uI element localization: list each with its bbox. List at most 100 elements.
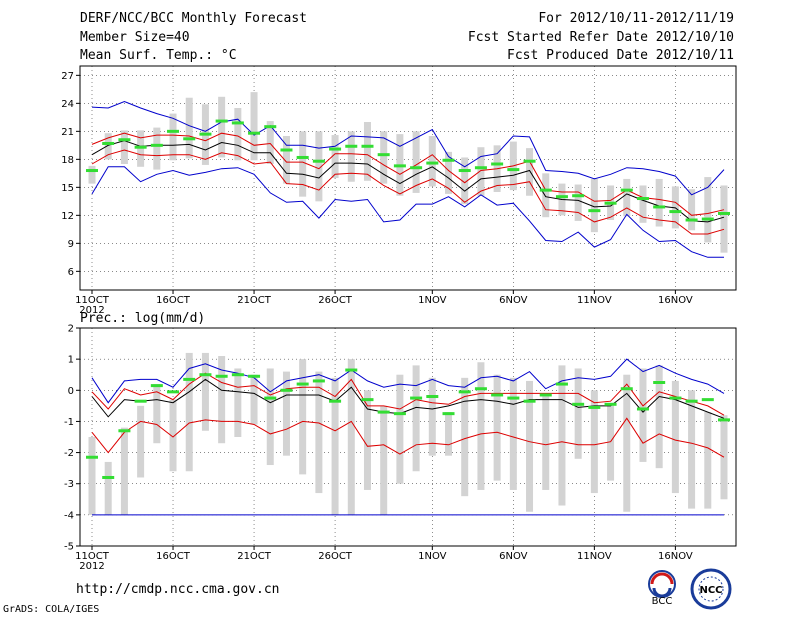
median-marker [86, 169, 98, 173]
median-marker [458, 390, 471, 394]
ensemble-box [493, 374, 501, 481]
x-tick-label: 26OCT [318, 295, 353, 306]
x-tick-label: 11OCT [75, 295, 110, 306]
ncc-logo: NCC [690, 568, 732, 610]
median-marker [604, 201, 617, 205]
median-marker [474, 166, 487, 170]
x-tick-label: 1NOV [418, 551, 447, 562]
median-marker [539, 393, 552, 397]
median-marker [118, 138, 131, 142]
ensemble-box [234, 108, 242, 161]
x-tick-label: 21OCT [237, 551, 272, 562]
ensemble-box [412, 131, 420, 193]
ensemble-box [704, 177, 712, 243]
median-marker [636, 407, 649, 411]
ensemble-box [461, 377, 469, 497]
median-marker [539, 188, 552, 192]
median-marker [231, 373, 244, 377]
median-marker [507, 168, 520, 172]
panel-title: Prec.: log(mm/d) [80, 311, 205, 326]
median-marker [458, 169, 471, 173]
ensemble-box [380, 131, 388, 184]
median-marker [280, 388, 293, 392]
ensemble-box [590, 178, 598, 233]
series-line-max [91, 100, 725, 196]
median-marker [215, 374, 228, 378]
median-marker [167, 129, 180, 133]
median-marker [588, 209, 601, 213]
y-tick-label: 9 [68, 239, 74, 250]
median-marker [361, 144, 374, 148]
x-tick-year: 2012 [79, 561, 104, 572]
median-marker [653, 381, 666, 384]
y-tick-label: 12 [61, 211, 74, 222]
median-marker [491, 393, 504, 397]
median-marker [248, 374, 261, 378]
ensemble-box [169, 113, 177, 161]
median-marker [312, 379, 325, 383]
series-line-sd_lower [91, 149, 725, 235]
median-marker [167, 390, 180, 394]
ensemble-box [542, 396, 550, 490]
y-tick-label: 2 [68, 324, 74, 335]
median-marker [377, 153, 390, 157]
median-marker [231, 121, 244, 125]
x-tick-year: 2012 [79, 305, 104, 316]
y-tick-label: 24 [61, 99, 74, 110]
fcst-started-date: Fcst Started Refer Date 2012/10/10 [467, 30, 734, 45]
median-marker [199, 132, 212, 136]
ensemble-box [201, 352, 209, 431]
median-marker [426, 161, 439, 165]
y-tick-label: 0 [68, 386, 74, 397]
ensemble-box [88, 165, 96, 184]
ensemble-box [347, 359, 355, 515]
y-tick-label: 18 [61, 155, 74, 166]
series-line-sd_upper [91, 372, 725, 416]
ensemble-box [623, 178, 631, 217]
median-marker [669, 396, 682, 400]
median-marker [701, 217, 714, 221]
ensemble-box [428, 377, 436, 456]
y-tick-label: -3 [64, 479, 74, 490]
ensemble-box [477, 147, 485, 196]
x-tick-label: 16OCT [156, 551, 191, 562]
ensemble-box [688, 390, 696, 509]
median-marker [329, 147, 342, 151]
ensemble-box [655, 178, 663, 227]
plot-frame [79, 65, 737, 291]
ensemble-box [445, 151, 453, 194]
y-tick-label: 27 [61, 71, 74, 82]
ensemble-box [185, 352, 193, 472]
ensemble-box [137, 405, 145, 478]
ensemble-box [169, 399, 177, 472]
y-tick-label: 21 [61, 127, 74, 138]
median-marker [264, 396, 277, 400]
median-marker [653, 205, 666, 209]
ensemble-box [315, 131, 323, 202]
ensemble-box [558, 365, 566, 506]
median-marker [134, 145, 147, 149]
median-marker [183, 377, 196, 381]
median-marker [215, 119, 228, 123]
median-marker [685, 218, 698, 222]
source-url[interactable]: http://cmdp.ncc.cma.gov.cn [76, 582, 280, 597]
median-marker [102, 141, 115, 145]
ensemble-box [104, 461, 112, 515]
ensemble-box [574, 368, 582, 459]
ensemble-box [526, 380, 534, 512]
y-tick-label: 15 [61, 183, 74, 194]
ensemble-box [282, 136, 290, 184]
series-line-mean [91, 140, 725, 223]
bcc-logo-text: BCC [652, 596, 673, 606]
ensemble-box [266, 368, 274, 466]
ensemble-box [542, 173, 550, 218]
median-marker [620, 387, 633, 391]
median-marker [474, 387, 487, 391]
median-marker [507, 396, 520, 400]
series-line-sd_lower [91, 417, 725, 458]
y-tick-label: -2 [64, 448, 74, 459]
ensemble-box [120, 427, 128, 515]
ensemble-box [380, 405, 388, 515]
chart-title: DERF/NCC/BCC Monthly Forecast [80, 11, 307, 26]
